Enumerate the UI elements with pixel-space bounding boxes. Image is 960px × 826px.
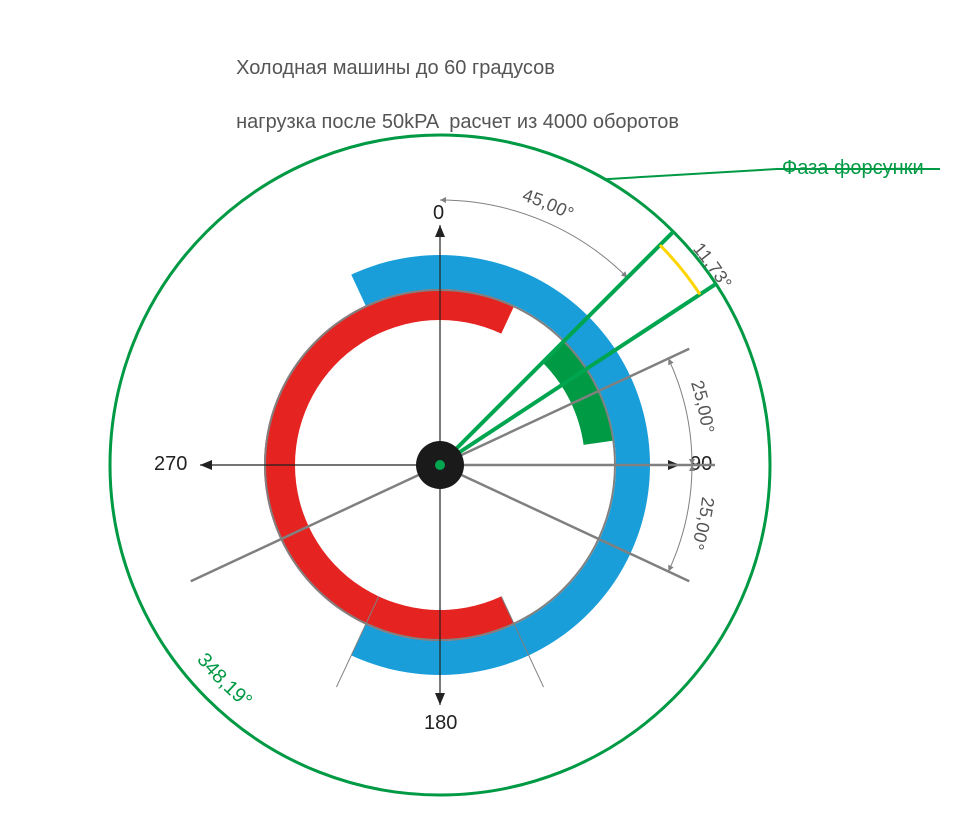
- arrow-top: [435, 225, 445, 237]
- center-dot-inner: [435, 460, 445, 470]
- polar-diagram: 45,00°25,00°25,00°11,73°348,19°: [0, 0, 960, 826]
- arrow-bottom: [435, 693, 445, 705]
- label-34819: 348,19°: [192, 649, 256, 713]
- phase-leader-line: [605, 169, 940, 179]
- dim-45-label: 45,00°: [520, 185, 577, 224]
- dim-25a-arc: [668, 359, 692, 465]
- arrow-left: [200, 460, 212, 470]
- dim-45-arrow: [440, 197, 446, 203]
- dim-25b-arc: [668, 465, 692, 571]
- dim-25b-label: 25,00°: [687, 496, 718, 552]
- dim-25a-label: 25,00°: [687, 378, 718, 434]
- gray-ray-2: [440, 465, 689, 581]
